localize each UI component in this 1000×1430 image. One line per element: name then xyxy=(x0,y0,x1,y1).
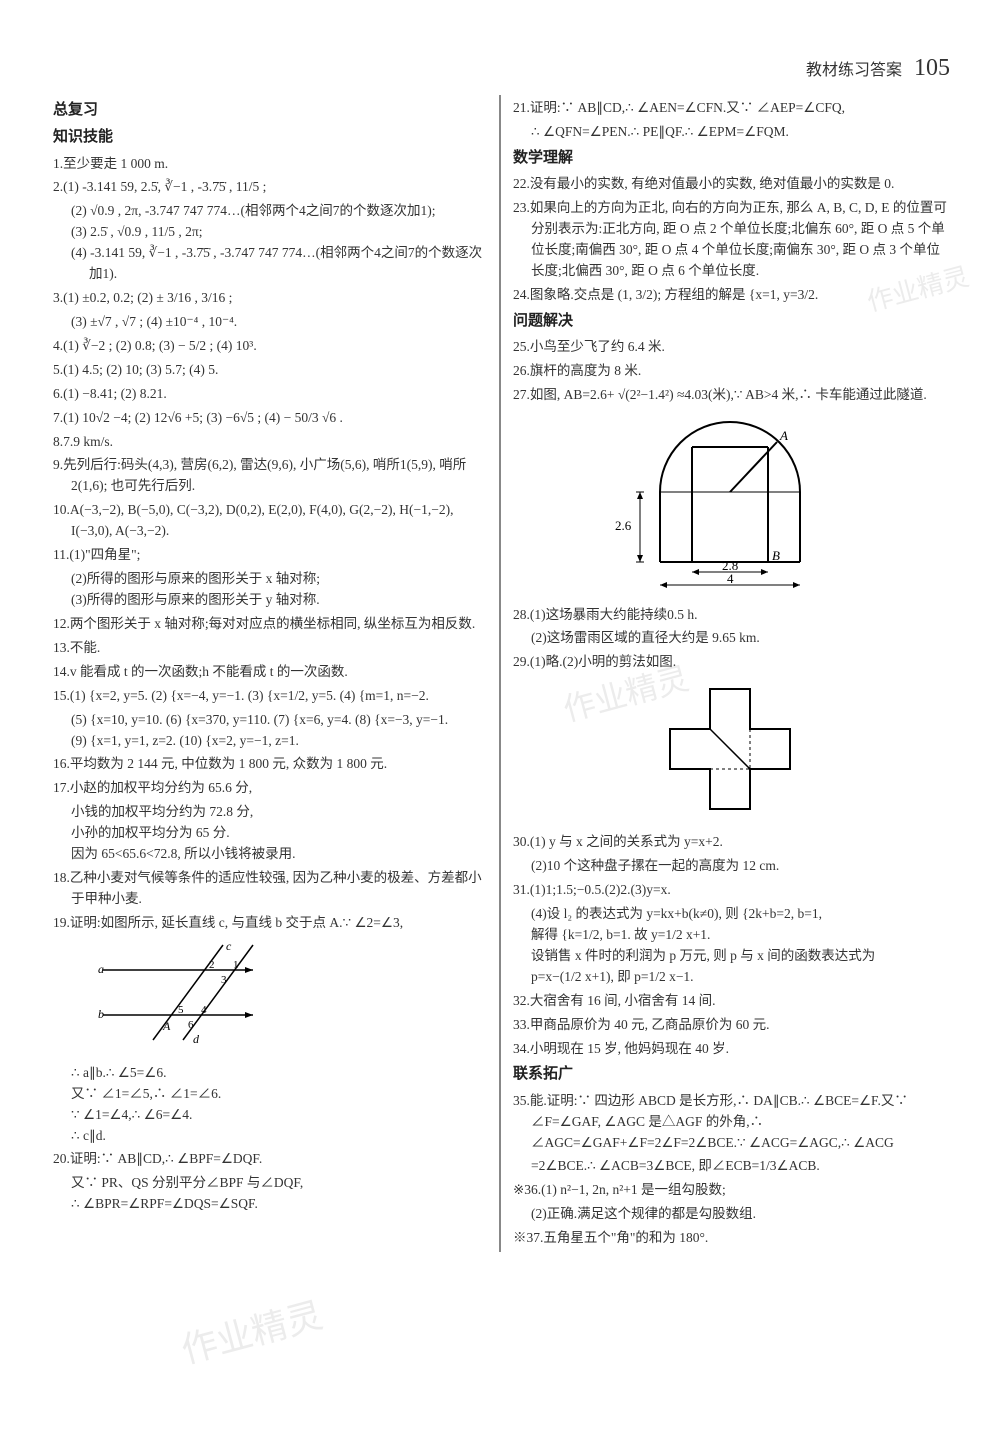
answer-31b: (4)设 l₂ 的表达式为 y=kx+b(k≠0), 则 {2k+b=2, b=… xyxy=(513,904,947,925)
answer-36a: ※36.(1) n²−1, 2n, n²+1 是一组勾股数; xyxy=(513,1180,947,1201)
answer-2-4: (4) -3.141 59, ∛−1 , -3.7̇5̇ , -3.747 74… xyxy=(53,243,487,285)
label-5: 5 xyxy=(178,1004,184,1016)
answer-7: 7.(1) 10√2 −4; (2) 12√6 +5; (3) −6√5 ; (… xyxy=(53,408,487,429)
answer-16: 16.平均数为 2 144 元, 中位数为 1 800 元, 众数为 1 800… xyxy=(53,754,487,775)
answer-27: 27.如图, AB=2.6+ √(2²−1.4²) ≈4.03(米),∵ AB>… xyxy=(513,385,947,406)
answer-19b: ∴ a∥b.∴ ∠5=∠6. xyxy=(53,1063,487,1084)
answer-35b: =2∠BCE.∴ ∠ACB=3∠BCE, 即∠ECB=1/3∠ACB. xyxy=(513,1156,947,1177)
answer-17d: 因为 65<65.6<72.8, 所以小钱将被录用. xyxy=(53,844,487,865)
answer-17c: 小孙的加权平均分为 65 分. xyxy=(53,823,487,844)
label-a: a xyxy=(98,962,104,976)
label-d: d xyxy=(193,1032,200,1046)
diagram-parallel-lines: a b c d 1 2 3 4 5 6 A xyxy=(93,940,487,1057)
answer-19: 19.证明:如图所示, 延长直线 c, 与直线 b 交于点 A.∵ ∠2=∠3, xyxy=(53,913,487,934)
answer-30b: (2)10 个这种盘子摞在一起的高度为 12 cm. xyxy=(513,856,947,877)
answer-28a: 28.(1)这场暴雨大约能持续0.5 h. xyxy=(513,605,947,626)
answer-37: ※37.五角星五个"角"的和为 180°. xyxy=(513,1228,947,1249)
answer-30a: 30.(1) y 与 x 之间的关系式为 y=x+2. xyxy=(513,832,947,853)
answer-11-1: 11.(1)"四角星"; xyxy=(53,545,487,566)
answer-5: 5.(1) 4.5; (2) 10; (3) 5.7; (4) 5. xyxy=(53,360,487,381)
answer-31c: 解得 {k=1/2, b=1. 故 y=1/2 x+1. xyxy=(513,925,947,946)
answer-21: 21.证明:∵ AB∥CD,∴ ∠AEN=∠CFN.又∵ ∠AEP=∠CFQ, xyxy=(513,98,947,119)
answer-6: 6.(1) −8.41; (2) 8.21. xyxy=(53,384,487,405)
header-label: 教材练习答案 xyxy=(806,62,902,79)
answer-36b: (2)正确.满足这个规律的都是勾股数组. xyxy=(513,1204,947,1225)
answer-14: 14.v 能看成 t 的一次函数;h 不能看成 t 的一次函数. xyxy=(53,662,487,683)
answer-13: 13.不能. xyxy=(53,638,487,659)
diagram-tunnel: 2.6 2.8 4 A B xyxy=(513,412,947,599)
answer-23: 23.如果向上的方向为正北, 向右的方向为正东, 那么 A, B, C, D, … xyxy=(513,198,947,282)
answer-35a: 35.能.证明:∵ 四边形 ABCD 是长方形,∴ DA∥CB.∴ ∠BCE=∠… xyxy=(513,1091,947,1154)
answer-32: 32.大宿舍有 16 间, 小宿舍有 14 间. xyxy=(513,991,947,1012)
section-title-general: 总复习 xyxy=(53,99,487,122)
answer-25: 25.小鸟至少飞了约 6.4 米. xyxy=(513,337,947,358)
answer-8: 8.7.9 km/s. xyxy=(53,432,487,453)
answer-2-3: (3) 2.5̇ , √0.9 , 11/5 , 2π; xyxy=(53,222,487,243)
answer-3b: (3) ±√7 , √7 ; (4) ±10⁻⁴ , 10⁻⁴. xyxy=(53,312,487,333)
label-4: 4 xyxy=(201,1004,207,1016)
left-column: 总复习 知识技能 1.至少要走 1 000 m. 2.(1) -3.141 59… xyxy=(45,95,501,1252)
answer-15c: (9) {x=1, y=1, z=2. (10) {x=2, y=−1, z=1… xyxy=(53,731,487,752)
tunnel-A: A xyxy=(779,428,788,443)
answer-9: 9.先列后行:码头(4,3), 营房(6,2), 雷达(9,6), 小广场(5,… xyxy=(53,455,487,497)
answer-1: 1.至少要走 1 000 m. xyxy=(53,154,487,175)
answer-28b: (2)这场雷雨区域的直径大约是 9.65 km. xyxy=(513,628,947,649)
tunnel-B: B xyxy=(772,548,780,563)
answer-29: 29.(1)略.(2)小明的剪法如图. xyxy=(513,652,947,673)
label-b: b xyxy=(98,1007,104,1021)
answer-11-2: (2)所得的图形与原来的图形关于 x 轴对称; xyxy=(53,569,487,590)
answer-12: 12.两个图形关于 x 轴对称;每对对应点的横坐标相同, 纵坐标互为相反数. xyxy=(53,614,487,635)
answer-17a: 17.小赵的加权平均分约为 65.6 分, xyxy=(53,778,487,799)
right-column: 21.证明:∵ AB∥CD,∴ ∠AEN=∠CFN.又∵ ∠AEP=∠CFQ, … xyxy=(501,95,955,1252)
section-title-extend: 联系拓广 xyxy=(513,1063,947,1086)
answer-11-3: (3)所得的图形与原来的图形关于 y 轴对称. xyxy=(53,590,487,611)
answer-21b: ∴ ∠QFN=∠PEN.∴ PE∥QF.∴ ∠EPM=∠FQM. xyxy=(513,122,947,143)
watermark-1: 作业精灵 xyxy=(175,1288,328,1377)
label-1: 1 xyxy=(233,959,239,971)
answer-22: 22.没有最小的实数, 有绝对值最小的实数, 绝对值最小的实数是 0. xyxy=(513,174,947,195)
answer-19c: 又∵ ∠1=∠5,∴ ∠1=∠6. xyxy=(53,1084,487,1105)
answer-31e: p=x−(1/2 x+1), 即 p=1/2 x−1. xyxy=(513,967,947,988)
label-6: 6 xyxy=(188,1019,194,1031)
answer-17b: 小钱的加权平均分约为 72.8 分, xyxy=(53,802,487,823)
answer-33: 33.甲商品原价为 40 元, 乙商品原价为 60 元. xyxy=(513,1015,947,1036)
answer-19e: ∴ c∥d. xyxy=(53,1126,487,1147)
tunnel-left-label: 2.6 xyxy=(615,518,632,533)
answer-2-1: 2.(1) -3.141 59, 2.5̇, ∛−1 , -3.7̇5̇ , 1… xyxy=(53,177,487,198)
answer-20c: ∴ ∠BPR=∠RPF=∠DQS=∠SQF. xyxy=(53,1194,487,1215)
label-2: 2 xyxy=(209,959,215,971)
answer-19d: ∵ ∠1=∠4,∴ ∠6=∠4. xyxy=(53,1105,487,1126)
page-content: 总复习 知识技能 1.至少要走 1 000 m. 2.(1) -3.141 59… xyxy=(0,0,1000,1272)
answer-20b: 又∵ PR、QS 分别平分∠BPF 与∠DQF, xyxy=(53,1173,487,1194)
answer-15b: (5) {x=10, y=10. (6) {x=370, y=110. (7) … xyxy=(53,710,487,731)
answer-15a: 15.(1) {x=2, y=5. (2) {x=−4, y=−1. (3) {… xyxy=(53,686,487,707)
label-A: A xyxy=(162,1019,171,1033)
answer-20: 20.证明:∵ AB∥CD,∴ ∠BPF=∠DQF. xyxy=(53,1149,487,1170)
answer-4: 4.(1) ∛−2 ; (2) 0.8; (3) − 5/2 ; (4) 10³… xyxy=(53,336,487,357)
label-c: c xyxy=(226,940,232,953)
label-3: 3 xyxy=(221,974,227,986)
answer-34: 34.小明现在 15 岁, 他妈妈现在 40 岁. xyxy=(513,1039,947,1060)
section-title-problem: 问题解决 xyxy=(513,310,947,333)
answer-10: 10.A(−3,−2), B(−5,0), C(−3,2), D(0,2), E… xyxy=(53,500,487,542)
answer-2-2: (2) √0.9 , 2π, -3.747 747 774…(相邻两个4之间7的… xyxy=(53,201,487,222)
answer-24: 24.图象略.交点是 (1, 3/2); 方程组的解是 {x=1, y=3/2. xyxy=(513,285,947,306)
tunnel-outer-width: 4 xyxy=(727,571,734,586)
page-header: 教材练习答案 105 xyxy=(806,50,950,86)
answer-18: 18.乙种小麦对气候等条件的适应性较强, 因为乙种小麦的极差、方差都小于甲种小麦… xyxy=(53,868,487,910)
page-number: 105 xyxy=(914,55,950,81)
answer-31a: 31.(1)1;1.5;−0.5.(2)2.(3)y=x. xyxy=(513,880,947,901)
section-title-skills: 知识技能 xyxy=(53,126,487,149)
section-title-math: 数学理解 xyxy=(513,147,947,170)
answer-31d: 设销售 x 件时的利润为 p 万元, 则 p 与 x 间的函数表达式为 xyxy=(513,946,947,967)
diagram-cross xyxy=(513,679,947,826)
answer-3: 3.(1) ±0.2, 0.2; (2) ± 3/16 , 3/16 ; xyxy=(53,288,487,309)
answer-26: 26.旗杆的高度为 8 米. xyxy=(513,361,947,382)
